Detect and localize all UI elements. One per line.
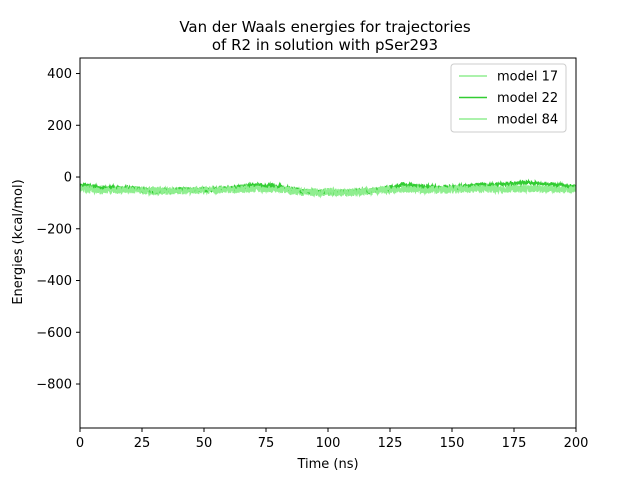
x-tick-label: 0: [76, 436, 84, 451]
y-tick-label: 200: [47, 119, 72, 134]
legend: model 17 model 22 model 84: [450, 63, 567, 133]
y-tick-label: −200: [36, 222, 72, 237]
legend-label: model 17: [497, 70, 558, 85]
y-tick-label: 0: [64, 171, 72, 186]
x-tick-label: 100: [316, 436, 341, 451]
series-layer: [80, 178, 576, 199]
x-tick-label: 25: [134, 436, 151, 451]
series-line-model-84: [80, 183, 576, 198]
x-tick-label: 150: [440, 436, 465, 451]
y-axis: 400 200 0 −200 −400 −600 −800: [36, 67, 80, 393]
chart-title: Van der Waals energies for trajectories …: [179, 18, 471, 54]
y-tick-label: −400: [36, 274, 72, 289]
x-tick-label: 125: [378, 436, 403, 451]
chart-title-line-1: Van der Waals energies for trajectories: [179, 18, 471, 36]
y-tick-label: −600: [36, 326, 72, 341]
x-axis: 0 25 50 75 100 125 150 175 200: [76, 428, 589, 451]
legend-label: model 84: [497, 113, 558, 128]
y-axis-title: Energies (kcal/mol): [11, 179, 26, 304]
x-tick-label: 50: [196, 436, 213, 451]
legend-label: model 22: [497, 91, 558, 106]
x-tick-label: 175: [502, 436, 527, 451]
y-tick-label: −800: [36, 378, 72, 393]
legend-box: [450, 63, 567, 133]
x-tick-label: 75: [258, 436, 275, 451]
x-tick-label: 200: [564, 436, 589, 451]
chart-title-line-2: of R2 in solution with pSer293: [212, 36, 438, 54]
y-tick-label: 400: [47, 67, 72, 82]
x-axis-title: Time (ns): [296, 457, 358, 472]
